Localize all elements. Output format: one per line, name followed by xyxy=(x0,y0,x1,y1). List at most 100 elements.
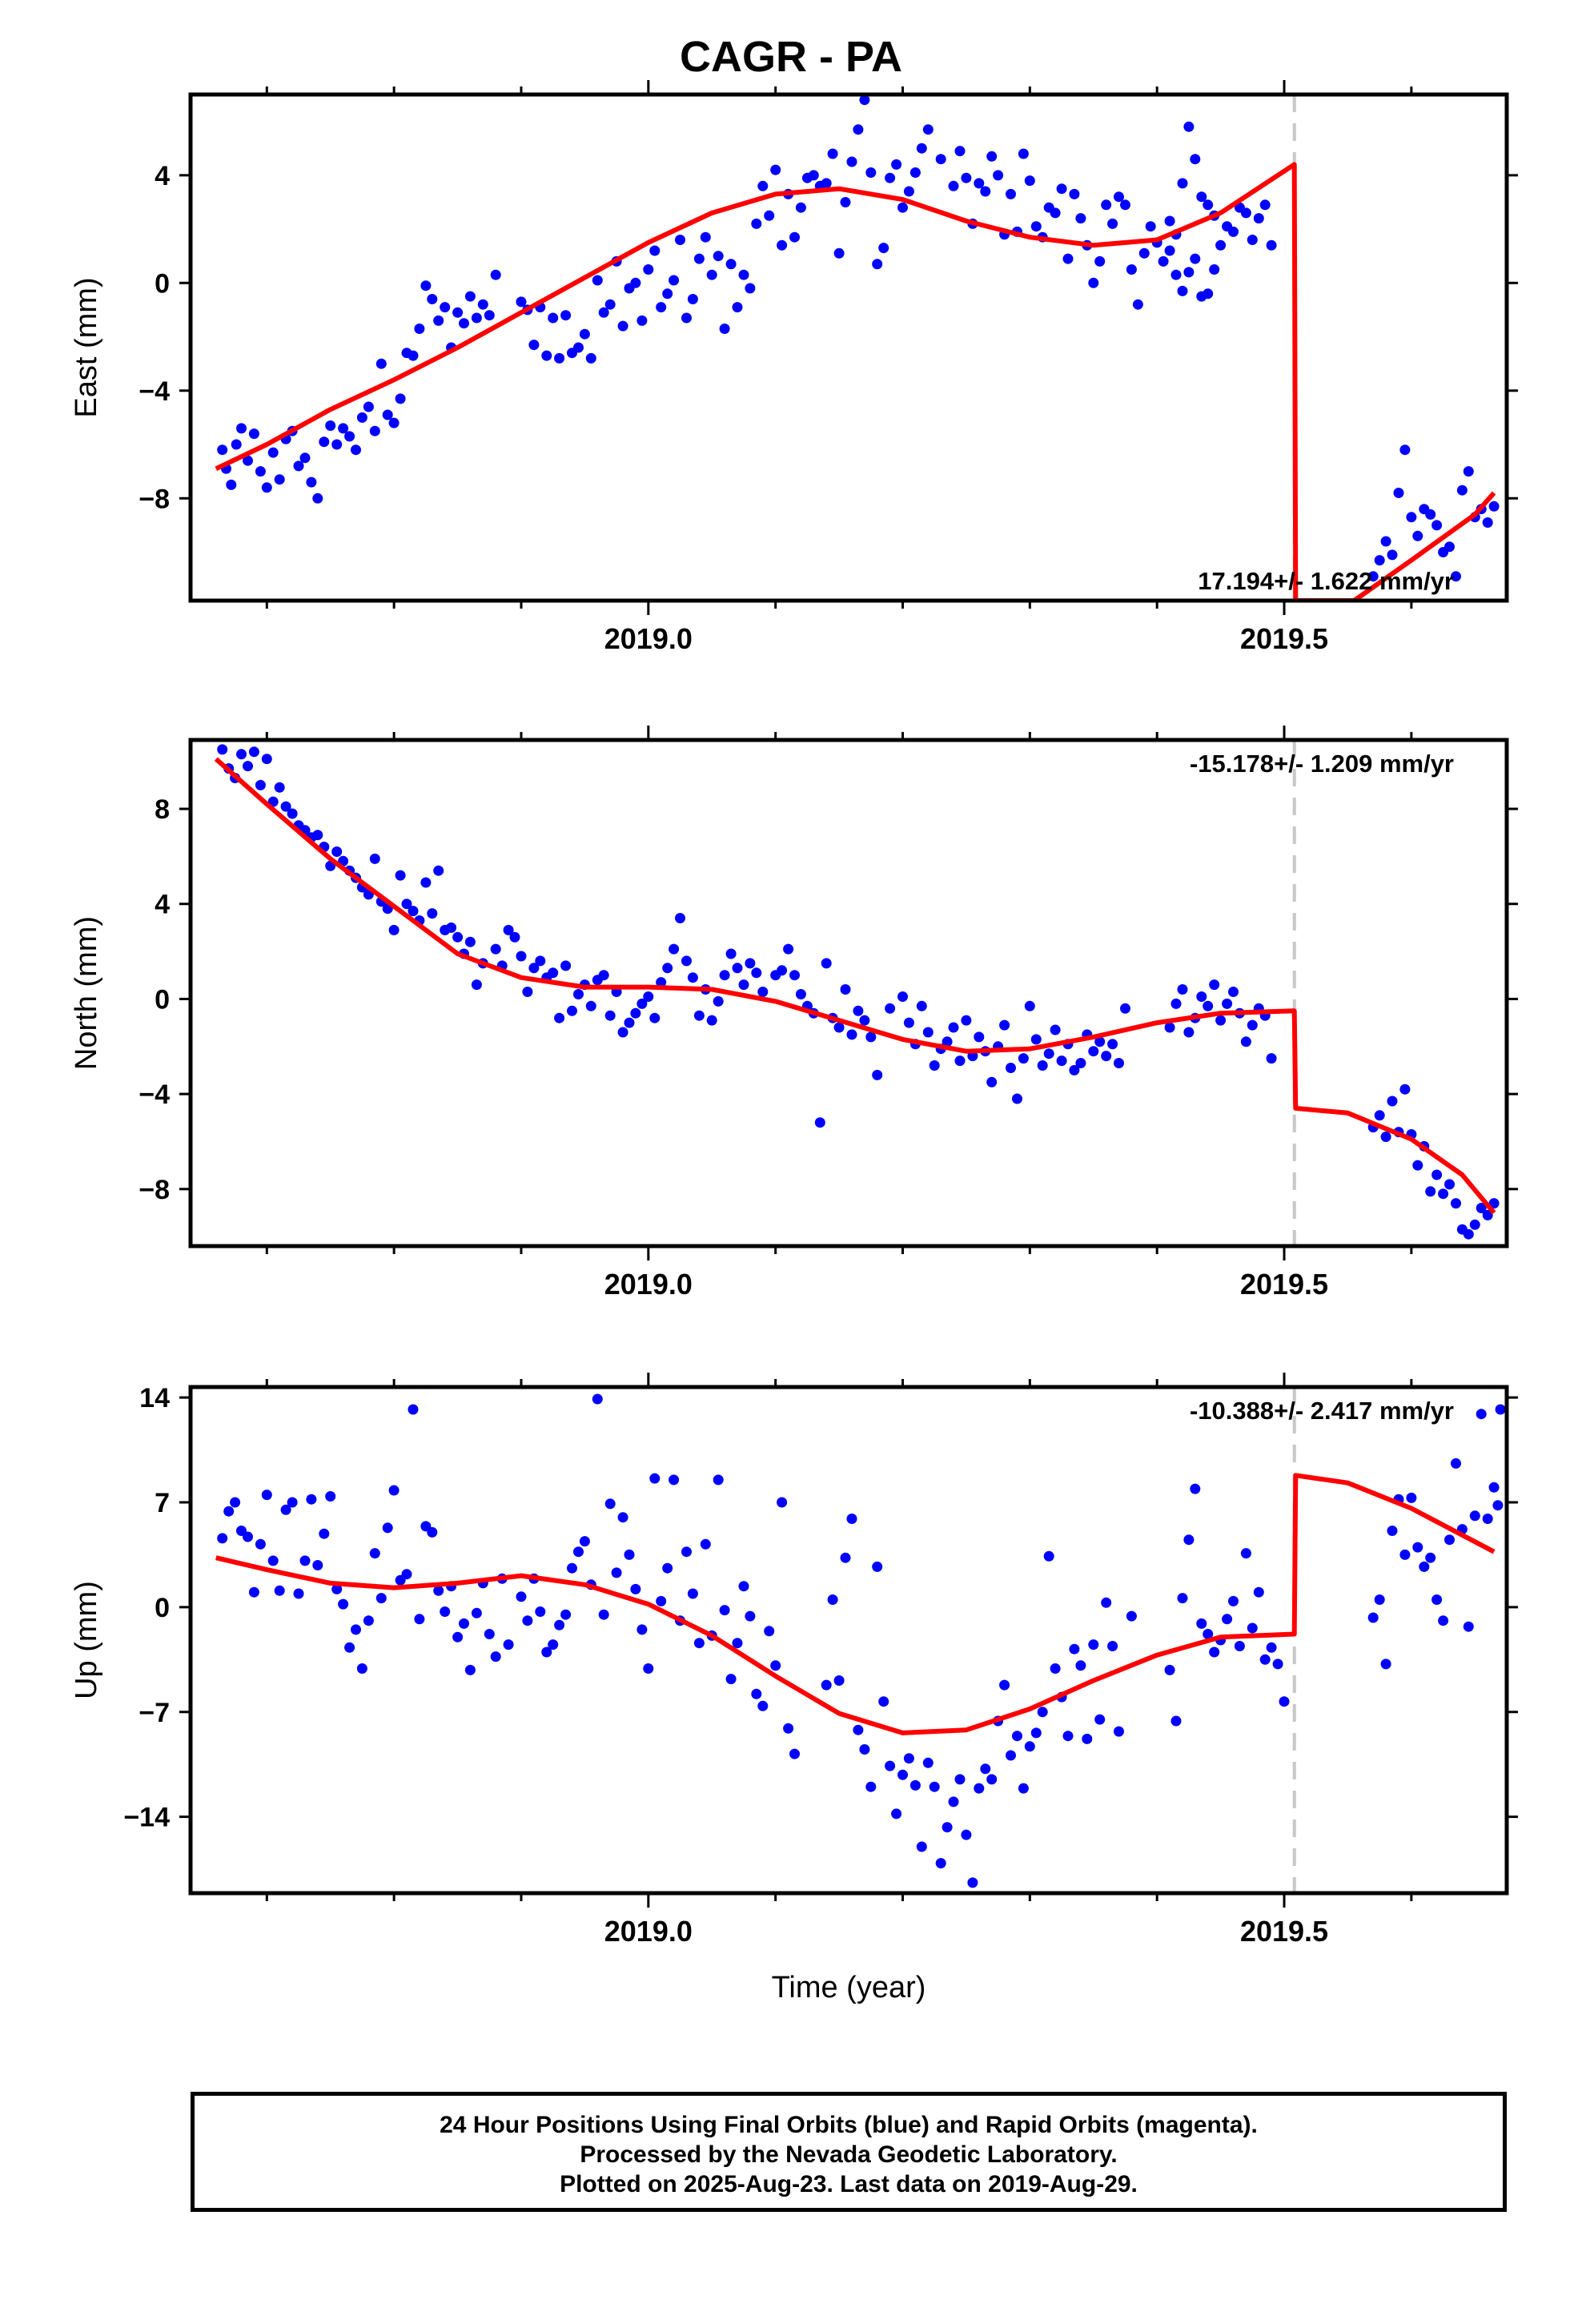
data-point xyxy=(840,984,851,995)
chart-title: CAGR - PA xyxy=(680,33,902,81)
data-point xyxy=(630,1007,641,1019)
data-point xyxy=(573,1546,584,1558)
data-point xyxy=(459,1618,469,1629)
data-point xyxy=(891,159,902,170)
data-point xyxy=(287,808,298,819)
data-point xyxy=(420,877,432,888)
y-tick-label: 8 xyxy=(155,794,170,825)
data-point xyxy=(280,1504,291,1515)
data-point xyxy=(954,146,966,157)
data-point xyxy=(248,746,259,758)
data-point xyxy=(267,447,279,458)
data-point xyxy=(484,1629,495,1639)
data-point xyxy=(713,1474,724,1486)
data-point xyxy=(293,1588,304,1599)
data-point xyxy=(1456,485,1468,496)
data-point xyxy=(293,460,304,472)
data-point xyxy=(344,431,355,442)
data-point xyxy=(1228,226,1239,237)
data-point xyxy=(636,998,648,1009)
data-point xyxy=(535,955,546,967)
data-point xyxy=(1374,1594,1385,1605)
data-point xyxy=(846,1029,857,1040)
data-point xyxy=(217,744,228,755)
data-point xyxy=(840,197,851,207)
x-axis-label: Time (year) xyxy=(772,1971,926,2004)
data-point xyxy=(706,269,717,280)
data-point xyxy=(789,970,800,981)
data-point xyxy=(1037,1707,1048,1718)
data-point xyxy=(1451,571,1461,582)
data-point xyxy=(922,1757,934,1768)
data-point xyxy=(1431,520,1443,531)
data-point xyxy=(675,913,685,923)
data-point xyxy=(1247,235,1258,245)
data-point xyxy=(630,1583,641,1594)
data-point xyxy=(1170,269,1182,280)
data-point xyxy=(935,154,946,165)
data-point xyxy=(490,943,501,955)
data-point xyxy=(1138,247,1150,259)
data-point xyxy=(814,1117,825,1128)
data-point xyxy=(1094,1714,1106,1725)
data-point xyxy=(732,1638,743,1649)
data-point xyxy=(446,922,457,933)
data-point xyxy=(662,288,673,300)
data-point xyxy=(833,1675,845,1686)
data-point xyxy=(821,178,832,189)
data-point xyxy=(745,958,756,969)
data-point xyxy=(617,1027,628,1038)
data-point xyxy=(319,1528,330,1539)
plot-frame xyxy=(188,92,1509,603)
data-point xyxy=(226,479,237,490)
x-tick-label: 2019.5 xyxy=(1240,1915,1328,1948)
x-tick-label: 2019.5 xyxy=(1240,1268,1328,1301)
data-point xyxy=(255,779,266,790)
data-point xyxy=(897,991,908,1002)
data-points xyxy=(217,744,1500,1240)
x-tick-label: 2019.0 xyxy=(604,622,693,655)
data-point xyxy=(859,1744,870,1755)
data-point xyxy=(312,493,323,504)
data-point xyxy=(617,1512,628,1523)
x-tick-label: 2019.0 xyxy=(604,1915,693,1948)
data-point xyxy=(1107,1039,1118,1050)
data-point xyxy=(903,1753,914,1764)
data-point xyxy=(427,294,438,304)
data-point xyxy=(649,245,661,256)
data-point xyxy=(713,995,724,1007)
data-point xyxy=(1240,1548,1251,1559)
data-point xyxy=(1412,1160,1423,1171)
y-tick-label: −4 xyxy=(139,1080,170,1110)
data-point xyxy=(980,186,991,197)
data-point xyxy=(656,302,667,313)
data-point xyxy=(916,1000,927,1011)
y-tick-label: 0 xyxy=(155,984,170,1015)
data-point xyxy=(1266,1642,1277,1653)
data-point xyxy=(986,1076,998,1088)
data-point xyxy=(471,312,482,324)
data-point xyxy=(764,1626,775,1637)
data-point xyxy=(846,156,857,167)
data-point xyxy=(280,801,291,812)
data-point xyxy=(382,1522,393,1534)
data-point xyxy=(693,1010,705,1021)
data-point xyxy=(388,417,400,428)
data-point xyxy=(452,1631,464,1642)
data-point xyxy=(306,1494,317,1505)
data-point xyxy=(929,1060,940,1071)
data-point xyxy=(503,1639,514,1651)
data-point xyxy=(865,1781,877,1792)
data-point xyxy=(331,1583,343,1594)
data-point xyxy=(236,749,247,760)
data-point xyxy=(585,1000,596,1011)
data-point xyxy=(687,1588,698,1599)
data-point xyxy=(1069,1643,1080,1655)
data-point xyxy=(1476,1409,1487,1420)
data-point xyxy=(471,1607,482,1618)
data-point xyxy=(414,324,425,334)
data-point xyxy=(1018,148,1029,159)
data-point xyxy=(1158,255,1169,267)
data-point xyxy=(897,1769,908,1780)
data-point xyxy=(770,164,781,175)
